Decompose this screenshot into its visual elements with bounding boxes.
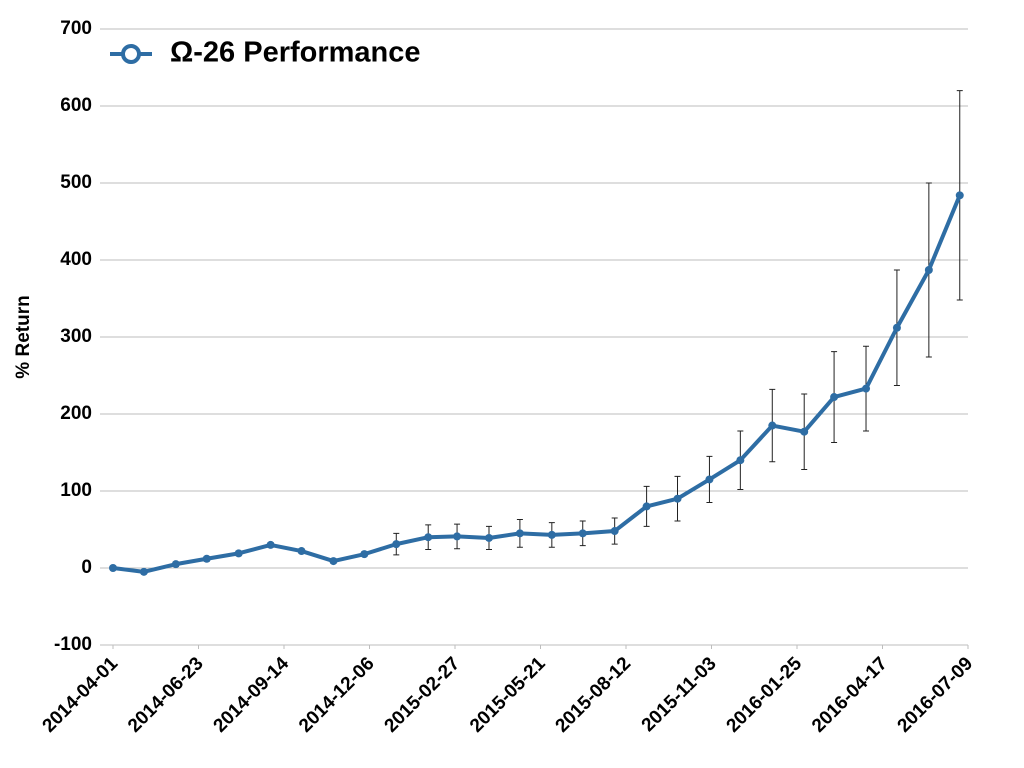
point (642, 502, 651, 511)
y-tick-label: 400 (60, 249, 92, 270)
x-tick-label: 2016-07-09 (893, 653, 977, 737)
legend-label: Ω-26 Performance (170, 37, 421, 69)
point (424, 533, 433, 542)
y-tick-label: -100 (54, 634, 92, 655)
y-tick-label: 600 (60, 95, 92, 116)
y-tick-label: 200 (60, 403, 92, 424)
point (892, 323, 901, 332)
point (924, 266, 933, 275)
x-tick-label: 2016-04-17 (808, 653, 892, 737)
point (736, 456, 745, 465)
x-tick-label: 2015-05-21 (466, 653, 550, 737)
line (112, 194, 962, 574)
point (234, 549, 243, 558)
point (800, 427, 809, 436)
point (139, 567, 148, 576)
point (453, 532, 462, 541)
y-tick-label: 300 (60, 326, 92, 347)
point (515, 529, 524, 538)
point (862, 384, 871, 393)
legend-marker (121, 44, 141, 64)
x-tick-label: 2015-08-12 (551, 653, 635, 737)
x-tick-label: 2014-06-23 (124, 653, 208, 737)
point (673, 494, 682, 503)
point (109, 564, 117, 572)
x-tick-label: 2015-11-03 (638, 653, 721, 736)
point (360, 550, 369, 559)
point (955, 191, 964, 200)
point (578, 529, 587, 538)
point (171, 560, 180, 569)
y-tick-label: 0 (81, 557, 92, 578)
point (392, 540, 401, 549)
point (266, 540, 275, 549)
x-tick-label: 2014-12-06 (295, 653, 379, 737)
point (329, 557, 338, 566)
point (547, 530, 556, 539)
point (610, 527, 619, 536)
point (830, 393, 839, 402)
y-tick-label: 100 (60, 480, 92, 501)
point (202, 554, 211, 563)
point (484, 533, 493, 542)
y-tick-label: 700 (60, 18, 92, 39)
point (705, 475, 714, 484)
x-tick-label: 2015-02-27 (380, 653, 464, 737)
x-tick-label: 2014-09-14 (209, 653, 293, 737)
x-tick-label: 2014-04-01 (38, 653, 122, 737)
y-axis-label: % Return (13, 295, 34, 378)
x-tick-label: 2016-01-25 (722, 653, 806, 737)
y-tick-label: 500 (60, 172, 92, 193)
point (768, 421, 777, 430)
point (297, 547, 306, 556)
